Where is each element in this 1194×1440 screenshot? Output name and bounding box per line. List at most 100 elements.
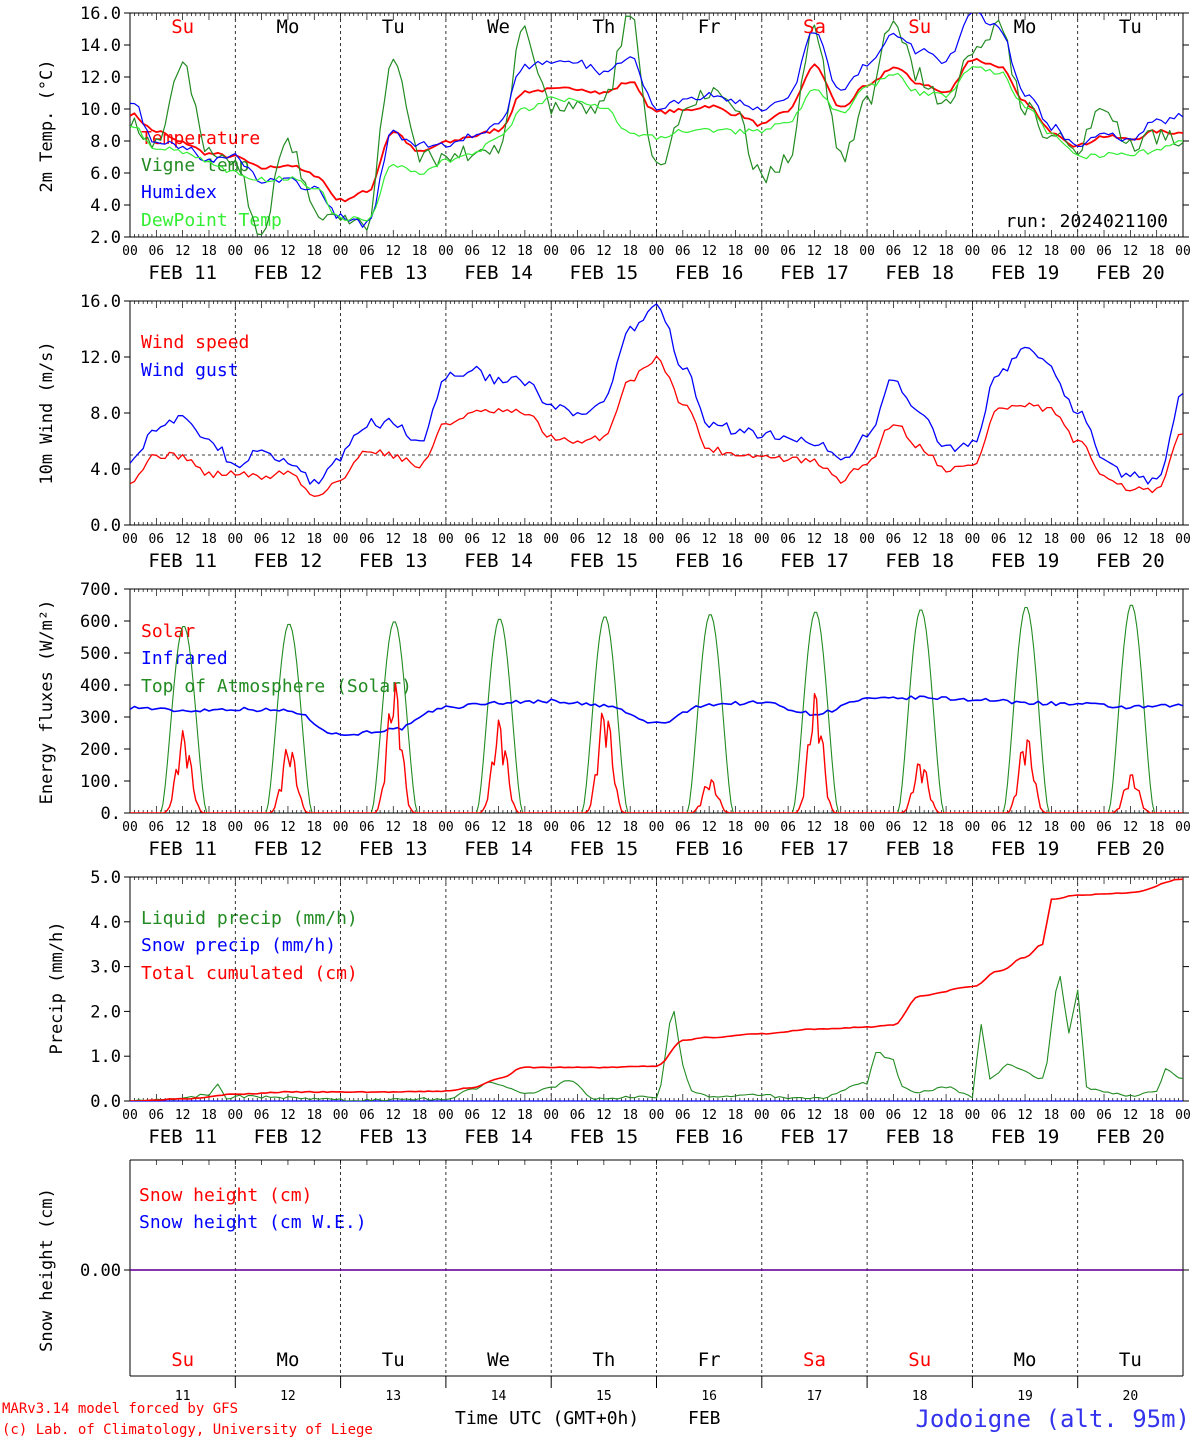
legend-dewpoint-temp: DewPoint Temp <box>141 210 282 231</box>
y-axis-1: 2.0 4.0 6.0 8.0 10.0 12.0 14.0 16.0 <box>80 4 1189 248</box>
date-label: FEB 13 <box>359 838 428 860</box>
date-label: FEB 13 <box>359 262 428 284</box>
y-tick-label: 0.0 <box>90 1092 121 1112</box>
hour-tick-label: 18 <box>833 532 849 547</box>
weekday-label: Mo <box>277 1349 300 1371</box>
x-axis-labels-3: 00 06 12 18 FEB 11 00 06 12 18 FEB 12 00 06 12 18 FEB … <box>122 820 1191 860</box>
hour-tick-label: 00 <box>333 532 349 547</box>
hour-tick-label: 00 <box>649 532 665 547</box>
hour-tick-label: 18 <box>728 820 744 835</box>
hour-tick-label: 06 <box>780 820 796 835</box>
hour-tick-label: 06 <box>570 820 586 835</box>
hour-tick-label: 06 <box>886 244 902 259</box>
weekday-label: Fr <box>698 1349 721 1371</box>
wind-y-axis-label: 10m Wind (m/s) <box>37 341 57 484</box>
hour-tick-label: 12 <box>385 244 401 259</box>
weekday-label: Su <box>908 1349 931 1371</box>
hour-tick-label: 00 <box>438 244 454 259</box>
day-number-label: 13 <box>385 1389 401 1404</box>
y-tick-label: 2.0 <box>90 1002 121 1022</box>
hour-tick-label: 18 <box>622 1108 638 1123</box>
hour-tick-label: 06 <box>359 532 375 547</box>
date-label: FEB 16 <box>675 838 744 860</box>
hour-tick-label: 06 <box>464 1108 480 1123</box>
hour-tick-label: 00 <box>438 820 454 835</box>
y-tick-label: 8.0 <box>90 404 121 424</box>
hour-tick-label: 18 <box>938 1108 954 1123</box>
energy-legend: Solar Infrared Top of Atmosphere (Solar) <box>141 621 412 697</box>
hour-tick-label: 00 <box>1175 244 1191 259</box>
hour-tick-label: 12 <box>912 1108 928 1123</box>
date-label: FEB 12 <box>254 1126 323 1148</box>
hour-tick-label: 12 <box>385 532 401 547</box>
hour-tick-label: 00 <box>227 820 243 835</box>
hour-tick-label: 00 <box>333 820 349 835</box>
day-number-label: 17 <box>807 1389 823 1404</box>
y-tick-label: 14.0 <box>80 36 121 56</box>
hour-tick-label: 00 <box>754 244 770 259</box>
date-label: FEB 20 <box>1096 838 1165 860</box>
hour-tick-label: 00 <box>122 820 138 835</box>
hour-tick-label: 18 <box>517 1108 533 1123</box>
hour-tick-label: 06 <box>359 244 375 259</box>
day-number-label: 12 <box>280 1389 296 1404</box>
hour-tick-label: 00 <box>543 820 559 835</box>
weekday-label: Tu <box>1119 1349 1142 1371</box>
hour-tick-label: 12 <box>280 532 296 547</box>
hour-tick-label: 12 <box>175 1108 191 1123</box>
hour-tick-label: 18 <box>517 244 533 259</box>
hour-tick-label: 18 <box>1044 532 1060 547</box>
hour-tick-label: 18 <box>412 532 428 547</box>
hour-tick-label: 12 <box>1123 532 1139 547</box>
legend-vigne-temp: Vigne temp <box>141 155 249 176</box>
date-label: FEB 18 <box>885 1126 954 1148</box>
hour-tick-label: 00 <box>649 244 665 259</box>
date-label: FEB 18 <box>885 262 954 284</box>
y-tick-label: 8.0 <box>90 132 121 152</box>
y-tick-label: 400. <box>80 676 121 696</box>
y-tick-label: 300. <box>80 708 121 728</box>
hour-tick-label: 06 <box>359 1108 375 1123</box>
hour-tick-label: 12 <box>807 244 823 259</box>
wind-panel: 10m Wind (m/s) Wind speed Wind gust <box>37 332 249 485</box>
hour-tick-label: 00 <box>1175 1108 1191 1123</box>
hour-tick-label: 00 <box>859 1108 875 1123</box>
legend-wind-speed: Wind speed <box>141 332 249 353</box>
hour-tick-label: 18 <box>306 244 322 259</box>
hour-tick-label: 00 <box>438 1108 454 1123</box>
hour-tick-label: 00 <box>1070 1108 1086 1123</box>
hour-tick-label: 18 <box>306 1108 322 1123</box>
date-label: FEB 15 <box>570 262 639 284</box>
hour-tick-label: 18 <box>517 532 533 547</box>
hour-tick-label: 06 <box>991 820 1007 835</box>
hour-tick-label: 06 <box>886 1108 902 1123</box>
infrared-line <box>130 695 1183 737</box>
precip-legend: Liquid precip (mm/h) Snow precip (mm/h) … <box>141 908 358 984</box>
date-label: FEB 11 <box>148 262 217 284</box>
hour-tick-label: 00 <box>1070 532 1086 547</box>
y-tick-label: 16.0 <box>80 4 121 24</box>
hour-tick-label: 18 <box>412 244 428 259</box>
legend-infrared: Infrared <box>141 648 228 669</box>
chart-marks: 2.0 4.0 6.0 8.0 10.0 12.0 14.0 16.0 00 06 12 18 FEB … <box>80 4 1191 1404</box>
hour-tick-label: 18 <box>1149 1108 1165 1123</box>
temperature-y-axis-label: 2m Temp. (°C) <box>37 59 57 192</box>
hour-tick-label: 00 <box>333 244 349 259</box>
hour-tick-label: 12 <box>1017 532 1033 547</box>
hour-tick-label: 12 <box>596 532 612 547</box>
hour-tick-label: 06 <box>886 532 902 547</box>
date-label: FEB 14 <box>464 550 533 572</box>
weekday-label: Th <box>592 16 615 38</box>
x-axis-labels-4: 00 06 12 18 FEB 11 00 06 12 18 FEB 12 00 06 12 18 FEB … <box>122 1108 1191 1148</box>
hour-tick-label: 18 <box>622 244 638 259</box>
hour-tick-label: 00 <box>227 244 243 259</box>
toa-solar-line <box>130 604 1183 813</box>
station-label: Jodoigne (alt. 95m) <box>915 1405 1190 1433</box>
hour-tick-label: 00 <box>649 1108 665 1123</box>
date-label: FEB 13 <box>359 550 428 572</box>
date-label: FEB 15 <box>570 550 639 572</box>
hour-tick-label: 18 <box>938 532 954 547</box>
temperature-panel: 2m Temp. (°C) Temperature Vigne temp Hum… <box>37 59 1168 232</box>
y-tick-label: 500. <box>80 644 121 664</box>
hour-tick-label: 12 <box>912 532 928 547</box>
